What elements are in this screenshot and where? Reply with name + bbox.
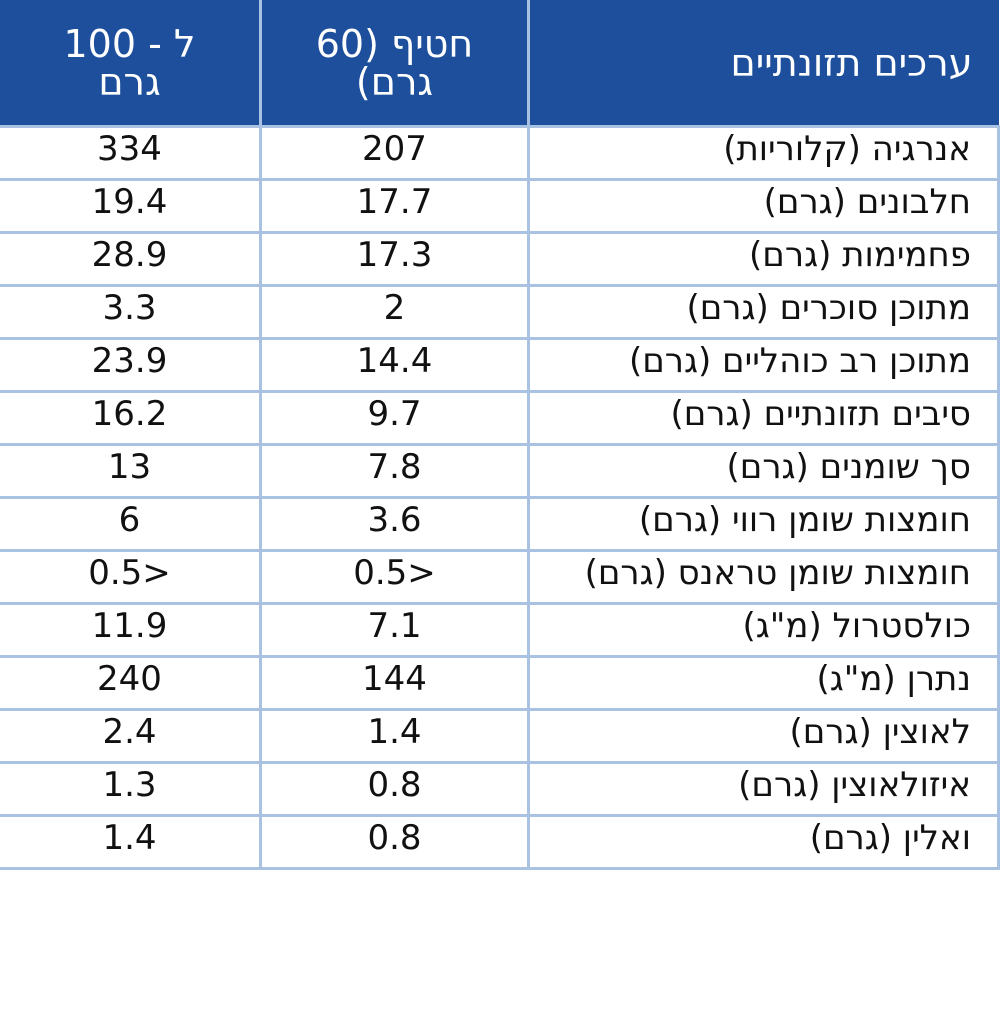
header-text: ל - 100 גרם xyxy=(63,21,196,104)
table-row: כולסטרול (מ"ג) 7.1 11.9 xyxy=(0,602,1000,658)
nutrient-value: 28.9 xyxy=(0,231,262,287)
nutrient-value: 1.4 xyxy=(259,708,530,764)
nutrient-value: 23.9 xyxy=(0,337,262,393)
table-header: ערכים תזונתיים חטיף (60 גרם) ל - 100 גרם xyxy=(0,0,999,127)
nutrient-value: 16.2 xyxy=(0,390,262,446)
nutrient-value: 334 xyxy=(0,125,262,181)
nutrient-name: סך שומנים (גרם) xyxy=(527,443,1000,499)
header-cell: חטיף (60 גרם) xyxy=(259,0,529,127)
nutrient-value: 2 xyxy=(259,284,530,340)
nutrient-value: 3.3 xyxy=(0,284,262,340)
table-row: אנרגיה (קלוריות) 207 334 xyxy=(0,125,1000,181)
table-row: פחמימות (גרם) 17.3 28.9 xyxy=(0,231,1000,287)
table-body: אנרגיה (קלוריות) 207 334 חלבונים (גרם) 17.7 1… xyxy=(0,125,1000,870)
nutrient-value: 0.8 xyxy=(259,814,530,870)
table-row: מתוכן רב כוהליים (גרם) 14.4 23.9 xyxy=(0,337,1000,393)
nutrient-name: חלבונים (גרם) xyxy=(527,178,1000,234)
nutrient-value: 17.3 xyxy=(259,231,530,287)
nutrient-value: 14.4 xyxy=(259,337,530,393)
nutrient-name: אנרגיה (קלוריות) xyxy=(527,125,1000,181)
table-row: חלבונים (גרם) 17.7 19.4 xyxy=(0,178,1000,234)
table-row: חומצות שומן רווי (גרם) 3.6 6 xyxy=(0,496,1000,552)
table-row: איזולאוצין (גרם) 0.8 1.3 xyxy=(0,761,1000,817)
nutrient-name: כולסטרול (מ"ג) xyxy=(527,602,1000,658)
table-row: מתוכן סוכרים (גרם) 2 3.3 xyxy=(0,284,1000,340)
nutrient-value: 11.9 xyxy=(0,602,262,658)
nutrient-value: 1.4 xyxy=(0,814,262,870)
nutrient-name: חומצות שומן טראנס (גרם) xyxy=(527,549,1000,605)
nutrient-value: 2.4 xyxy=(0,708,262,764)
nutrition-table: ערכים תזונתיים חטיף (60 גרם) ל - 100 גרם… xyxy=(0,0,1000,870)
nutrient-name: איזולאוצין (גרם) xyxy=(527,761,1000,817)
nutrient-value: 0.8 xyxy=(259,761,530,817)
header-text: חטיף (60 גרם) xyxy=(315,21,474,104)
nutrient-value: 3.6 xyxy=(259,496,530,552)
table-row: נתרן (מ"ג) 144 240 xyxy=(0,655,1000,711)
header-cell: ל - 100 גרם xyxy=(0,0,261,127)
nutrient-value: 6 xyxy=(0,496,262,552)
nutrient-name: לאוצין (גרם) xyxy=(527,708,1000,764)
nutrient-name: ואלין (גרם) xyxy=(527,814,1000,870)
header-cell: ערכים תזונתיים xyxy=(527,0,999,127)
nutrient-name: סיבים תזונתיים (גרם) xyxy=(527,390,1000,446)
table-row: חומצות שומן טראנס (גרם) <0.5 <0.5 xyxy=(0,549,1000,605)
nutrient-value: 207 xyxy=(259,125,530,181)
table-row: סיבים תזונתיים (גרם) 9.7 16.2 xyxy=(0,390,1000,446)
header-text: ערכים תזונתיים xyxy=(730,40,973,85)
table-row: ואלין (גרם) 0.8 1.4 xyxy=(0,814,1000,870)
nutrient-value: <0.5 xyxy=(259,549,530,605)
table-row: לאוצין (גרם) 1.4 2.4 xyxy=(0,708,1000,764)
nutrient-value: 144 xyxy=(259,655,530,711)
nutrient-value: 13 xyxy=(0,443,262,499)
nutrient-name: נתרן (מ"ג) xyxy=(527,655,1000,711)
table-row: סך שומנים (גרם) 7.8 13 xyxy=(0,443,1000,499)
nutrient-name: חומצות שומן רווי (גרם) xyxy=(527,496,1000,552)
nutrient-value: 17.7 xyxy=(259,178,530,234)
nutrient-value: 9.7 xyxy=(259,390,530,446)
nutrient-value: 1.3 xyxy=(0,761,262,817)
nutrient-value: <0.5 xyxy=(0,549,262,605)
nutrient-name: מתוכן רב כוהליים (גרם) xyxy=(527,337,1000,393)
header-row: ערכים תזונתיים חטיף (60 גרם) ל - 100 גרם xyxy=(0,0,999,127)
nutrient-value: 7.1 xyxy=(259,602,530,658)
nutrient-value: 7.8 xyxy=(259,443,530,499)
nutrient-name: פחמימות (גרם) xyxy=(527,231,1000,287)
nutrient-value: 240 xyxy=(0,655,262,711)
nutrient-name: מתוכן סוכרים (גרם) xyxy=(527,284,1000,340)
nutrient-value: 19.4 xyxy=(0,178,262,234)
